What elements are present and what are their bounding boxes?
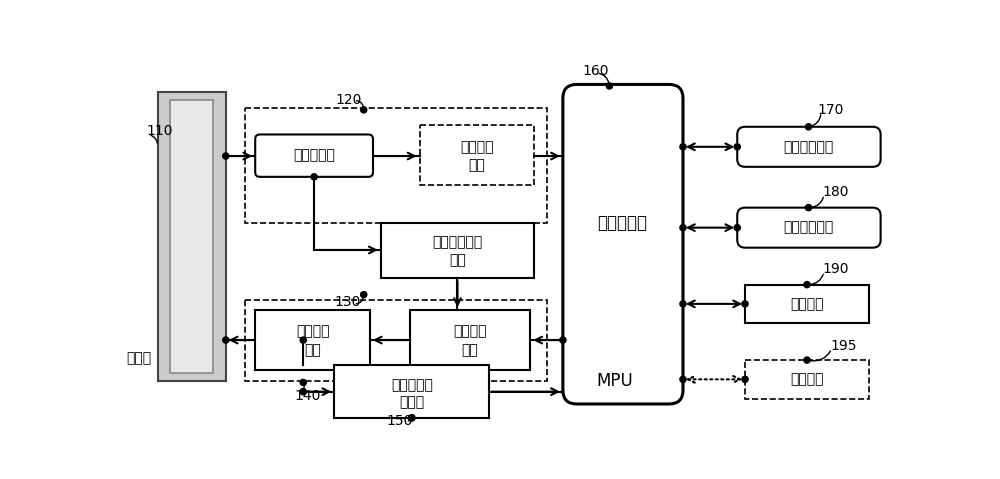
Circle shape xyxy=(734,225,740,231)
Circle shape xyxy=(606,83,612,89)
Text: 测模块: 测模块 xyxy=(399,396,424,410)
Text: 170: 170 xyxy=(817,103,843,117)
Text: 主处理模块: 主处理模块 xyxy=(598,214,648,232)
Bar xyxy=(745,285,869,323)
Circle shape xyxy=(311,174,317,180)
Circle shape xyxy=(734,144,740,150)
Bar xyxy=(158,92,226,381)
Circle shape xyxy=(361,292,367,298)
Circle shape xyxy=(804,282,810,288)
Text: 140: 140 xyxy=(294,389,320,403)
Circle shape xyxy=(680,144,686,150)
Text: 加热驱动: 加热驱动 xyxy=(296,325,329,339)
Text: 模块: 模块 xyxy=(449,253,466,267)
Text: 130: 130 xyxy=(334,296,361,309)
Circle shape xyxy=(805,205,812,211)
Text: 电路: 电路 xyxy=(468,158,485,172)
FancyBboxPatch shape xyxy=(563,84,683,404)
Text: 电路: 电路 xyxy=(462,343,478,357)
Circle shape xyxy=(680,376,686,382)
Text: 190: 190 xyxy=(822,262,849,276)
Bar xyxy=(245,107,547,223)
Circle shape xyxy=(742,301,748,307)
Circle shape xyxy=(361,107,367,113)
Bar xyxy=(255,310,370,370)
Circle shape xyxy=(742,376,748,382)
FancyBboxPatch shape xyxy=(737,127,881,167)
Circle shape xyxy=(560,337,566,343)
Text: 150: 150 xyxy=(387,414,413,428)
Text: 电路: 电路 xyxy=(304,343,321,357)
Circle shape xyxy=(804,357,810,363)
Text: 120: 120 xyxy=(336,93,362,107)
Bar xyxy=(420,125,534,185)
Text: 195: 195 xyxy=(830,339,857,353)
Text: 语音交互模块: 语音交互模块 xyxy=(783,221,834,235)
Text: 存储模块: 存储模块 xyxy=(790,297,824,311)
Text: 功能安全保护: 功能安全保护 xyxy=(432,235,483,249)
Text: 电流监测监: 电流监测监 xyxy=(391,378,433,392)
Circle shape xyxy=(300,388,306,395)
Circle shape xyxy=(409,415,415,421)
Text: 温度传感器: 温度传感器 xyxy=(293,148,335,162)
Text: 160: 160 xyxy=(582,64,609,79)
Text: MPU: MPU xyxy=(596,372,633,390)
Bar xyxy=(245,300,547,381)
FancyBboxPatch shape xyxy=(255,135,373,177)
Circle shape xyxy=(805,124,812,130)
Bar xyxy=(170,100,213,373)
Text: 110: 110 xyxy=(147,124,173,137)
Circle shape xyxy=(680,225,686,231)
Circle shape xyxy=(409,415,415,421)
Circle shape xyxy=(680,301,686,307)
Bar xyxy=(410,310,530,370)
Bar xyxy=(745,360,869,399)
Bar xyxy=(381,223,534,278)
Text: 人机交互模块: 人机交互模块 xyxy=(783,140,834,154)
Circle shape xyxy=(300,379,306,386)
Text: 电源控制: 电源控制 xyxy=(453,325,487,339)
Text: 通信模块: 通信模块 xyxy=(790,372,824,387)
Bar xyxy=(334,365,489,418)
Text: 180: 180 xyxy=(822,185,849,199)
Text: 输液管: 输液管 xyxy=(126,351,152,365)
Circle shape xyxy=(300,337,306,343)
FancyBboxPatch shape xyxy=(737,207,881,248)
Circle shape xyxy=(223,337,229,343)
Text: 信号处理: 信号处理 xyxy=(460,140,494,154)
FancyBboxPatch shape xyxy=(162,123,221,350)
Circle shape xyxy=(223,153,229,159)
